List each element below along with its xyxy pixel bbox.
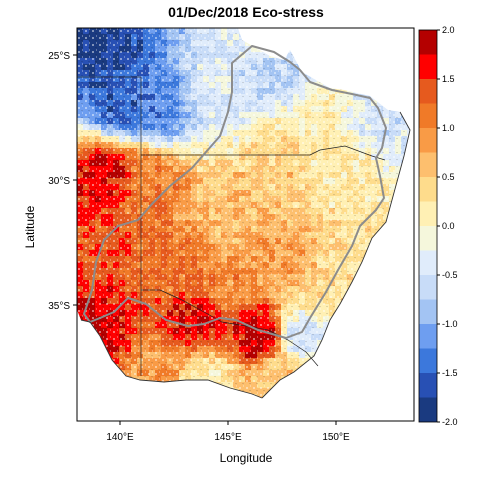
colorbar-swatch <box>419 226 437 251</box>
colorbar-tick-label: 1.5 <box>442 74 455 84</box>
map-frame <box>76 27 415 422</box>
colorbar-tick-label: -1.0 <box>442 319 458 329</box>
y-axis: 25°S 30°S 35°S Latitude <box>23 51 77 312</box>
colorbar-swatch <box>419 152 437 177</box>
y-tick-label: 30°S <box>48 176 70 187</box>
x-axis-title: Longitude <box>220 451 273 465</box>
colorbar-swatch <box>419 299 437 324</box>
nsw-vic-border <box>141 289 319 367</box>
colorbar-swatch <box>419 373 437 398</box>
colorbar-tick-label: -0.5 <box>442 270 458 280</box>
colorbar-swatch <box>419 177 437 202</box>
colorbar-swatch <box>419 201 437 226</box>
colorbar-swatch <box>419 250 437 275</box>
colorbar-swatch <box>419 103 437 128</box>
colorbar-swatch <box>419 128 437 153</box>
colorbar-swatch <box>419 275 437 300</box>
x-tick-label: 140°E <box>106 432 134 443</box>
y-tick-label: 25°S <box>48 51 70 62</box>
colorbar-swatch <box>419 324 437 349</box>
colorbar-swatch <box>419 397 437 422</box>
colorbar-swatch <box>419 79 437 104</box>
colorbar: -2.0 -1.5 -1.0 -0.5 0.0 0.5 1.0 1.5 2.0 <box>418 25 458 427</box>
colorbar-tick-label: -1.5 <box>442 368 458 378</box>
south-coastline <box>80 319 263 399</box>
colorbar-tick-label: 2.0 <box>442 25 455 35</box>
colorbar-tick-label: 0.0 <box>442 221 455 231</box>
colorbar-tick-label: 0.5 <box>442 172 455 182</box>
colorbar-ticks: -2.0 -1.5 -1.0 -0.5 0.0 0.5 1.0 1.5 2.0 <box>437 25 458 427</box>
colorbar-swatch <box>419 54 437 79</box>
map-panel <box>76 27 415 422</box>
colorbar-tick-label: 1.0 <box>442 123 455 133</box>
map-title: 01/Dec/2018 Eco-stress <box>168 4 324 20</box>
x-tick-label: 145°E <box>214 432 242 443</box>
colorbar-swatch <box>419 348 437 373</box>
east-coastline <box>261 111 411 399</box>
basin-outline <box>83 45 387 339</box>
x-axis: 140°E 145°E 150°E Longitude <box>106 421 350 465</box>
state-borders <box>77 76 386 376</box>
coastline <box>80 111 411 399</box>
colorbar-tick-label: -2.0 <box>442 417 458 427</box>
colorbar-swatches <box>419 30 437 422</box>
qld-nsw-border <box>141 145 386 161</box>
y-axis-title: Latitude <box>23 205 37 248</box>
murray-darling-basin-outline <box>83 45 387 339</box>
y-tick-label: 35°S <box>48 301 70 312</box>
colorbar-swatch <box>419 30 437 55</box>
x-tick-label: 150°E <box>322 432 350 443</box>
